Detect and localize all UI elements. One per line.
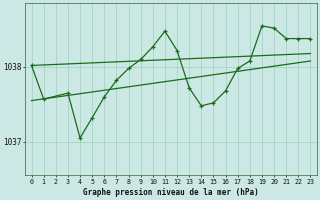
X-axis label: Graphe pression niveau de la mer (hPa): Graphe pression niveau de la mer (hPa) bbox=[83, 188, 259, 197]
